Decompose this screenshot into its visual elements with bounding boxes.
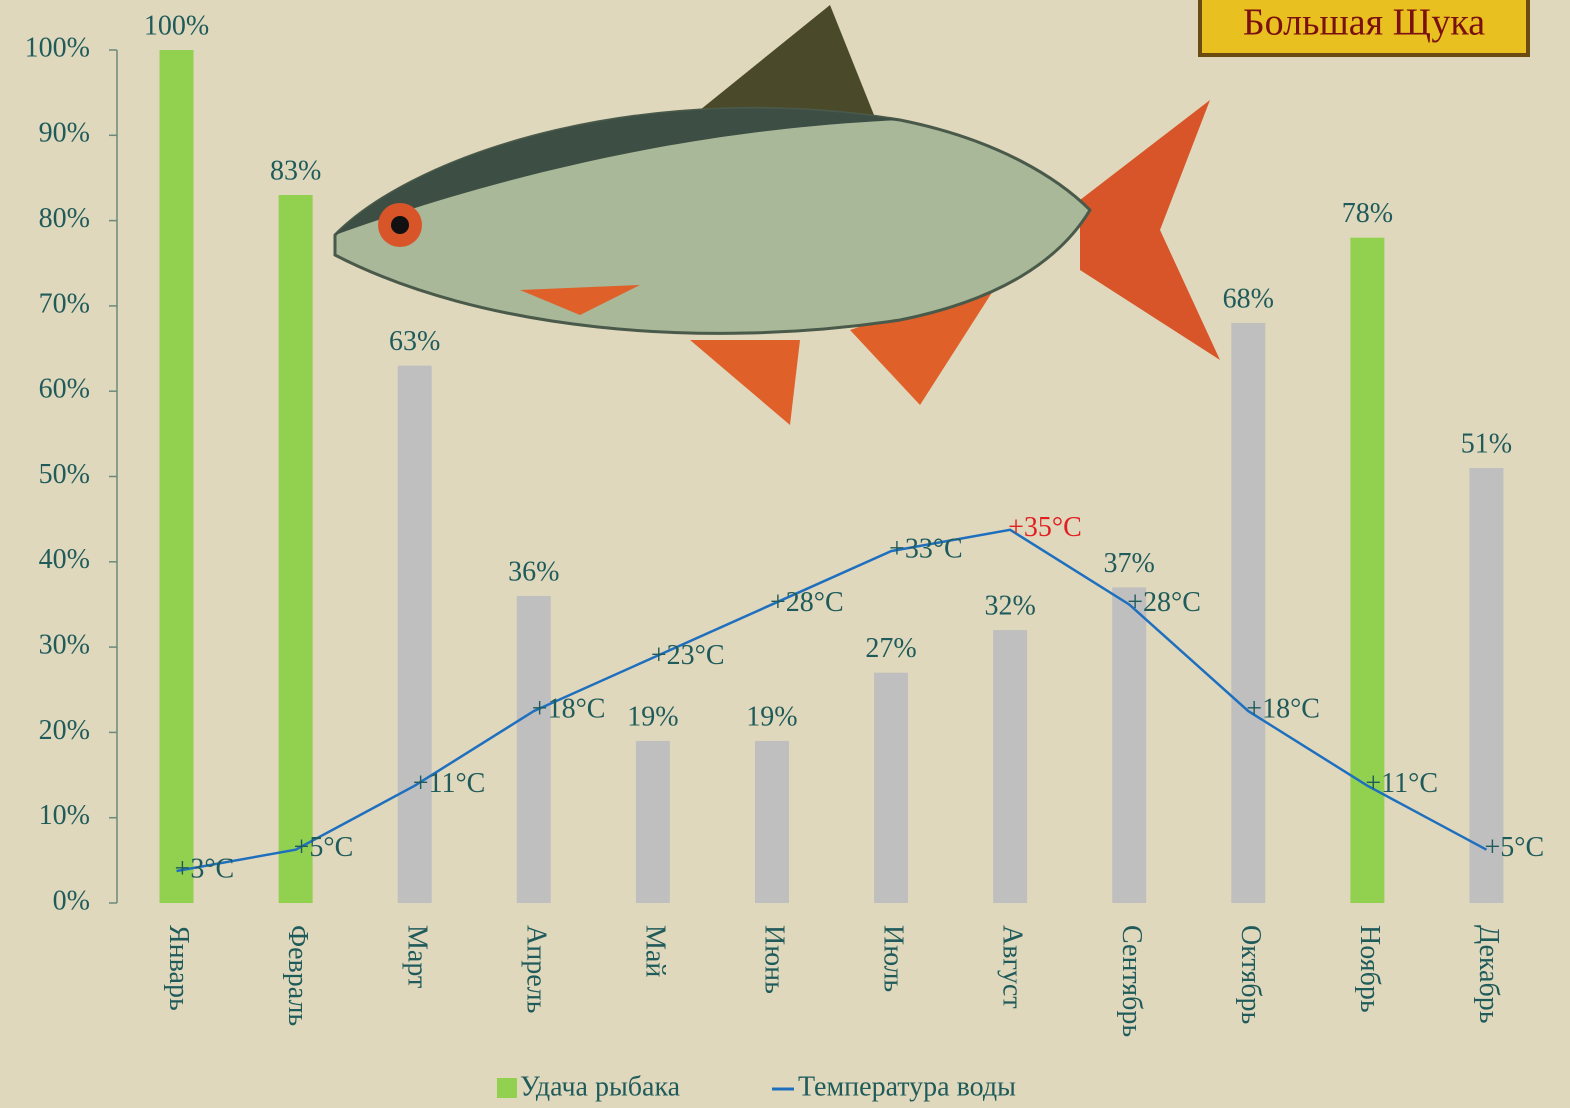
- x-tick-label: Август: [997, 925, 1028, 1009]
- data-label: 36%: [508, 556, 559, 587]
- fish-illustration: [333, 5, 1220, 425]
- data-label: 32%: [984, 590, 1035, 621]
- x-tick-label: Июнь: [759, 925, 790, 994]
- legend-label: Удача рыбака: [520, 1071, 681, 1102]
- x-tick-label: Март: [401, 925, 432, 988]
- y-tick-label: 90%: [39, 118, 90, 149]
- x-tick-label: Июль: [878, 925, 909, 992]
- x-tick-label: Апрель: [520, 925, 551, 1013]
- bar: [1231, 322, 1266, 904]
- bar: [635, 740, 670, 903]
- data-label: +18°C: [1246, 693, 1320, 724]
- data-label: +28°C: [1127, 587, 1201, 618]
- logo: Большая Щука: [1198, 0, 1530, 57]
- bar: [1112, 587, 1147, 903]
- data-label: 100%: [144, 10, 209, 41]
- x-tick-label: Май: [639, 925, 670, 977]
- bar: [397, 365, 432, 903]
- y-tick-label: 40%: [39, 544, 90, 575]
- data-label: +23°C: [651, 640, 725, 671]
- legend-label: Температура воды: [798, 1071, 1016, 1102]
- x-tick-label: Декабрь: [1473, 925, 1504, 1024]
- bar: [1469, 467, 1504, 903]
- x-tick-label: Сентябрь: [1116, 925, 1147, 1037]
- data-label: +11°C: [413, 768, 486, 799]
- y-tick-label: 50%: [39, 459, 90, 490]
- line: [176, 528, 1488, 873]
- y-tick-label: 80%: [39, 203, 90, 234]
- y-tick-label: 30%: [39, 630, 90, 661]
- y-tick-label: 100%: [25, 32, 90, 63]
- y-tick-label: 70%: [39, 288, 90, 319]
- y-tick-label: 10%: [39, 800, 90, 831]
- bar: [278, 195, 313, 903]
- data-label: +5°C: [1484, 832, 1544, 863]
- data-label: 19%: [746, 701, 797, 732]
- data-label: 19%: [627, 701, 678, 732]
- x-tick-label: Январь: [163, 925, 194, 1011]
- bar: [993, 630, 1028, 903]
- data-label: +5°C: [294, 832, 354, 863]
- legend: Удача рыбака Температура воды: [497, 1071, 1016, 1102]
- x-tick-label: Ноябрь: [1354, 925, 1385, 1013]
- data-label: 63%: [389, 326, 440, 357]
- data-label: +35°C: [1008, 512, 1082, 543]
- data-label: 83%: [270, 155, 321, 186]
- data-label: 78%: [1342, 198, 1393, 229]
- x-tick-label: Октябрь: [1235, 925, 1266, 1024]
- logo-text: Большая Щука: [1243, 2, 1485, 44]
- logo-box: [1198, 0, 1530, 57]
- data-label: +28°C: [770, 587, 844, 618]
- data-label: 27%: [865, 633, 916, 664]
- data-label: +18°C: [532, 693, 606, 724]
- bar: [754, 740, 789, 903]
- data-label: +11°C: [1365, 768, 1438, 799]
- data-label: +33°C: [889, 534, 963, 565]
- legend-swatch: [497, 1078, 517, 1098]
- y-tick-label: 60%: [39, 374, 90, 405]
- data-label: +3°C: [175, 853, 235, 884]
- bar: [1350, 237, 1385, 903]
- bar: [159, 50, 194, 903]
- y-tick-label: 0%: [53, 885, 90, 916]
- y-tick-label: 20%: [39, 715, 90, 746]
- data-label: 68%: [1223, 283, 1274, 314]
- x-tick-label: Февраль: [282, 925, 313, 1026]
- data-label: 51%: [1461, 428, 1512, 459]
- data-label: 37%: [1104, 548, 1155, 579]
- bar: [516, 595, 551, 903]
- bar: [874, 672, 909, 903]
